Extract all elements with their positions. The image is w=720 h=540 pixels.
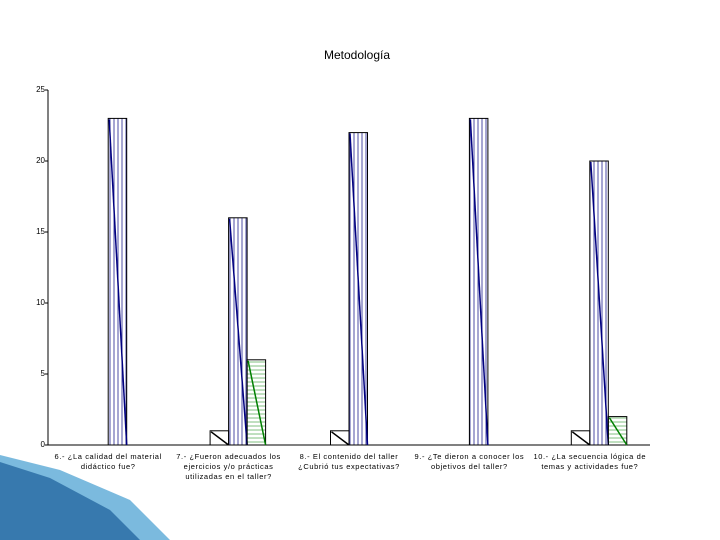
y-tick-label: 5 (41, 369, 46, 378)
decoration (0, 462, 140, 540)
y-tick-label: 0 (41, 440, 46, 449)
bar-group (570, 430, 591, 446)
y-tick-label: 10 (36, 298, 45, 307)
x-tick-label: 9.- ¿Te dieron a conocer los objetivos d… (414, 452, 525, 471)
y-tick-label: 20 (36, 156, 45, 165)
bar-group (607, 416, 628, 446)
bar-group (228, 217, 248, 446)
bar-diagonal (349, 133, 369, 446)
bar-group (348, 132, 369, 446)
bar-diagonal (108, 119, 128, 446)
y-tick-label: 25 (36, 85, 45, 94)
bar-group (589, 160, 610, 446)
bar-group (209, 430, 230, 446)
chart-title: Metodología (324, 48, 390, 62)
x-tick-label: 7.- ¿Fueron adecuados los ejercicios y/o… (176, 452, 281, 481)
bar-group (330, 430, 350, 446)
bar-group (246, 359, 267, 446)
x-tick-label: 6.- ¿La calidad del material didáctico f… (54, 452, 162, 471)
bar-diagonal (210, 431, 230, 446)
y-tick-label: 15 (36, 227, 45, 236)
bar-diagonal (571, 431, 591, 446)
bar-diagonal (331, 431, 350, 446)
bar-diagonal (228, 218, 248, 446)
bar-diagonal (469, 119, 489, 446)
bar-group (107, 117, 128, 446)
x-tick-label: 10.- ¿La secuencia lógica de temas y act… (533, 452, 647, 471)
x-tick-label: 8.- El contenido del taller ¿Cubrió tus … (298, 452, 400, 471)
bar-group (468, 117, 489, 446)
bar-diagonal (247, 360, 267, 446)
bar-diagonal (590, 161, 610, 446)
bar-diagonal (608, 417, 628, 446)
